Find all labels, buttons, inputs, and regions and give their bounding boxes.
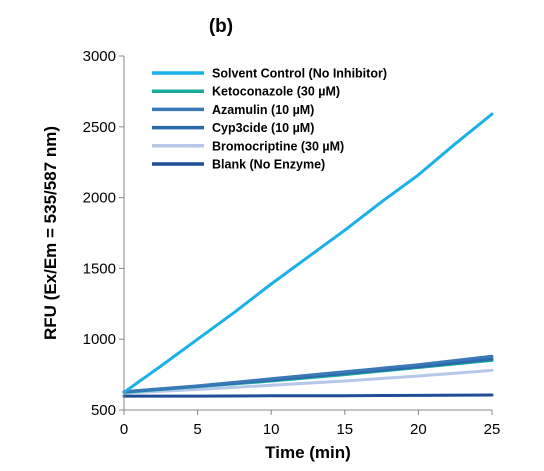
y-tick-label: 1000	[83, 331, 116, 348]
series-line	[122, 368, 494, 395]
series-line	[122, 393, 494, 398]
x-tick-label: 10	[263, 421, 280, 438]
series-line	[122, 354, 494, 394]
y-axis-title: RFU (Ex/Em = 535/587 nm)	[41, 126, 60, 340]
y-tick-label: 1500	[83, 260, 116, 277]
y-tick-label: 2500	[83, 119, 116, 136]
legend-label: Azamulin (10 µM)	[212, 103, 314, 117]
axes	[123, 56, 492, 411]
x-tick-label: 5	[193, 421, 201, 438]
x-tick-label: 15	[336, 421, 353, 438]
x-axis-title: Time (min)	[265, 443, 351, 462]
y-tick-label: 2000	[83, 190, 116, 207]
y-tick-label: 500	[91, 402, 116, 419]
legend-label: Solvent Control (No Inhibitor)	[212, 67, 387, 81]
y-tick-label: 3000	[83, 48, 116, 65]
plot-area	[122, 112, 494, 398]
chart-title: (b)	[209, 16, 233, 37]
ticks: 500 1000 1500 2000 2500 3000 0 5 10 15 20 25	[83, 48, 501, 438]
legend-label: Ketoconazole (30 µM)	[212, 85, 340, 99]
x-tick-label: 20	[410, 421, 427, 438]
x-tick-label: 0	[120, 421, 128, 438]
legend-label: Blank (No Enzyme)	[212, 158, 325, 172]
series-line	[122, 112, 494, 394]
legend-label: Bromocriptine (30 µM)	[212, 139, 344, 153]
x-tick-label: 25	[484, 421, 501, 438]
legend: Solvent Control (No Inhibitor) Ketoconazo…	[152, 67, 387, 172]
legend-label: Cyp3cide (10 µM)	[212, 121, 314, 135]
